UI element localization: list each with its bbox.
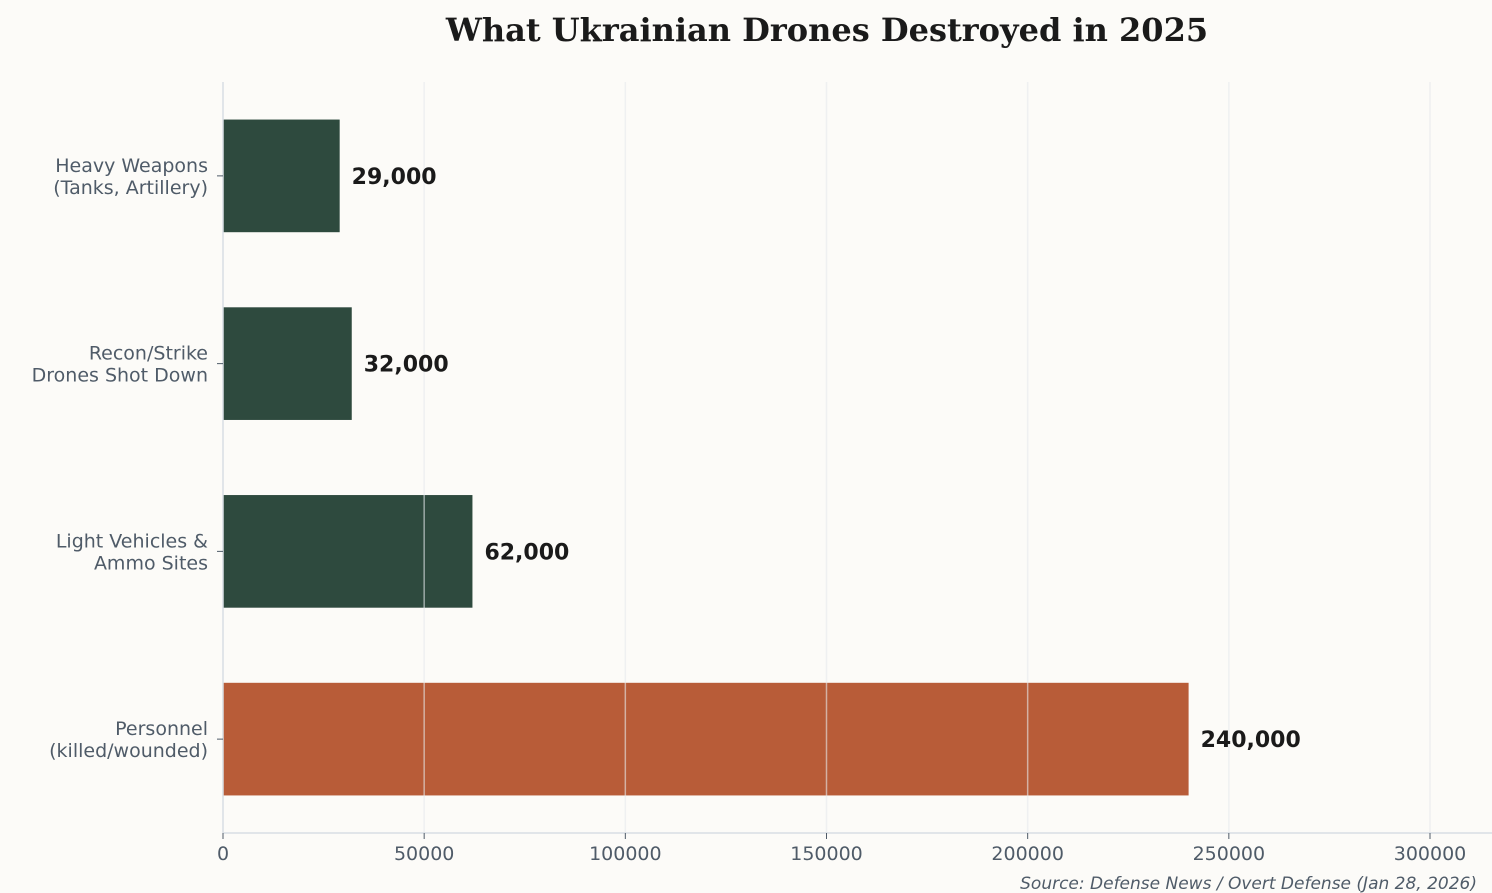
x-tick-label: 300000 bbox=[1394, 843, 1467, 865]
bar bbox=[223, 307, 352, 420]
y-tick-label-line: Drones Shot Down bbox=[32, 365, 208, 387]
y-tick-label: Recon/Strike Drones Shot Down bbox=[32, 343, 208, 387]
data-label: 32,000 bbox=[364, 353, 449, 378]
x-tick-label: 250000 bbox=[1193, 843, 1266, 865]
bar bbox=[223, 495, 473, 608]
x-tick-label: 200000 bbox=[991, 843, 1064, 865]
y-tick-label: Heavy Weapons (Tanks, Artillery) bbox=[53, 155, 208, 199]
chart-title: What Ukrainian Drones Destroyed in 2025 bbox=[445, 11, 1208, 49]
data-label: 62,000 bbox=[484, 540, 569, 565]
y-tick-label: Personnel (killed/wounded) bbox=[49, 718, 208, 762]
y-tick-label-line: Personnel bbox=[115, 718, 208, 740]
y-tick-label-line: Recon/Strike bbox=[89, 343, 208, 365]
y-tick-label-line: Heavy Weapons bbox=[55, 155, 208, 177]
source-note: Source: Defense News / Overt Defense (Ja… bbox=[1020, 874, 1477, 893]
data-label: 29,000 bbox=[352, 165, 437, 190]
data-label: 240,000 bbox=[1201, 728, 1301, 753]
y-tick-label-line: (Tanks, Artillery) bbox=[53, 177, 208, 199]
bar bbox=[223, 682, 1189, 796]
y-tick-label-line: Ammo Sites bbox=[94, 552, 208, 574]
y-tick-label-line: Light Vehicles & bbox=[56, 530, 208, 552]
bar bbox=[223, 119, 340, 233]
y-tick-label-line: (killed/wounded) bbox=[49, 740, 208, 762]
x-tick-label: 50000 bbox=[394, 843, 454, 865]
x-tick-label: 150000 bbox=[790, 843, 863, 865]
y-tick-label: Light Vehicles & Ammo Sites bbox=[56, 530, 208, 574]
x-tick-label: 0 bbox=[217, 843, 229, 865]
x-tick-label: 100000 bbox=[589, 843, 662, 865]
